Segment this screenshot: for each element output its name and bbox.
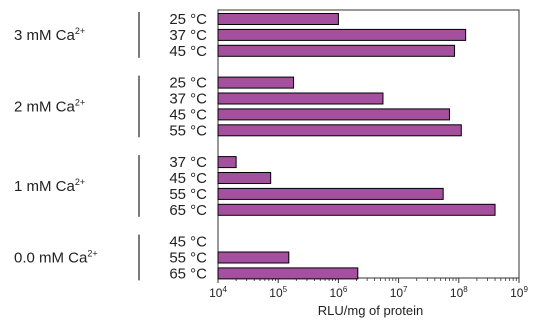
x-axis-ticks: 104 105 106 107 108 109: [209, 278, 528, 300]
bar: [217, 28, 467, 41]
bar: [217, 108, 450, 121]
group-label: 2 mM Ca2+: [14, 97, 85, 115]
bar: [217, 203, 496, 216]
bar-category-label: 25 °C: [169, 75, 207, 92]
bar-category-label: 37 °C: [169, 27, 207, 44]
bar: [217, 76, 295, 89]
plot-frame: [217, 9, 520, 279]
bar: [217, 156, 237, 169]
bar: [217, 187, 444, 200]
group-label: 1 mM Ca2+: [14, 177, 85, 195]
bar-labels-layer: 25 °C37 °C45 °C25 °C37 °C45 °C55 °C37 °C…: [169, 11, 207, 282]
bar: [217, 124, 462, 137]
x-tick-label: 108: [450, 285, 468, 300]
bar-category-label: 45 °C: [169, 106, 207, 123]
bar: [217, 251, 290, 264]
bar-category-label: 37 °C: [169, 154, 207, 171]
x-tick-label: 106: [329, 285, 347, 300]
bar: [217, 13, 339, 25]
bar: [217, 44, 456, 57]
bar: [217, 172, 272, 184]
bar-category-label: 55 °C: [169, 186, 207, 203]
bar-category-label: 25 °C: [169, 11, 207, 28]
bar-category-label: 55 °C: [169, 250, 207, 267]
bar: [217, 267, 359, 280]
x-tick-label: 107: [390, 285, 408, 300]
group-label: 0.0 mM Ca2+: [14, 249, 98, 267]
x-tick-label: 104: [209, 285, 227, 300]
group-labels-layer: 3 mM Ca2+ 2 mM Ca2+ 1 mM Ca2+ 0.0 mM Ca2+: [14, 12, 140, 281]
bar-category-label: 65 °C: [169, 202, 207, 219]
x-axis-label: RLU/mg of protein: [318, 303, 424, 318]
bar-category-label: 45 °C: [169, 234, 207, 251]
x-tick-label: 105: [269, 285, 287, 300]
bar-category-label: 37 °C: [169, 91, 207, 108]
bar-category-label: 45 °C: [169, 43, 207, 60]
bar-category-label: 55 °C: [169, 122, 207, 139]
bar-category-label: 65 °C: [169, 265, 207, 282]
bar: [217, 92, 384, 105]
bar-category-label: 45 °C: [169, 170, 207, 187]
group-label: 3 mM Ca2+: [14, 26, 85, 44]
x-tick-label: 109: [510, 285, 528, 300]
bars-layer: [217, 13, 496, 280]
